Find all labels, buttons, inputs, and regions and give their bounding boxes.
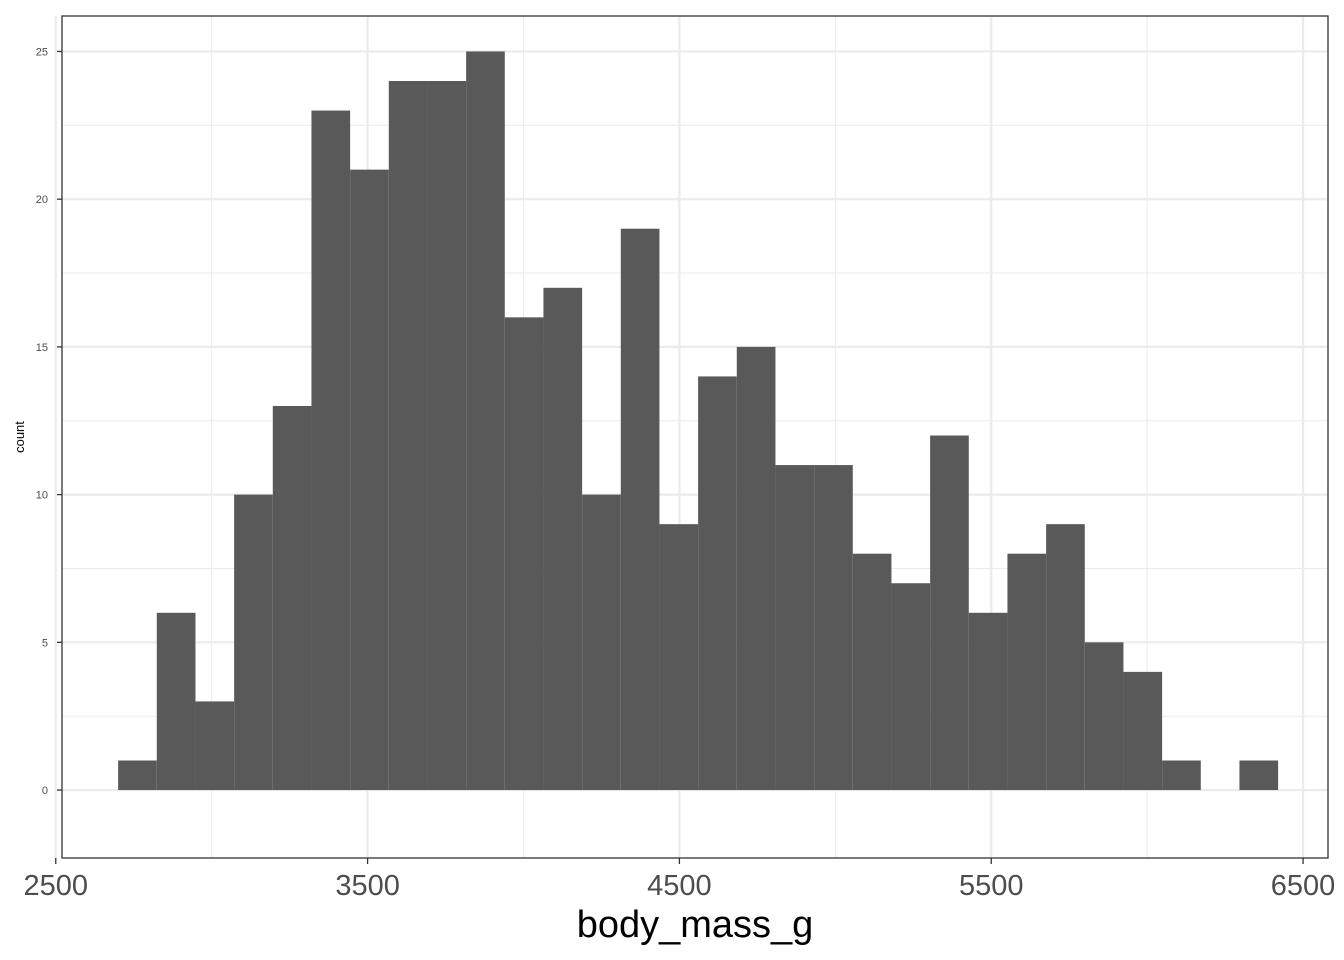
histogram-bar xyxy=(543,287,583,791)
x-tick-label: 2500 xyxy=(24,870,89,902)
histogram-bar xyxy=(814,465,853,791)
histogram-bar xyxy=(466,51,505,791)
histogram-bar xyxy=(1123,671,1163,791)
histogram-bar xyxy=(156,612,196,791)
y-tick-label: 5 xyxy=(42,637,48,649)
histogram-bar xyxy=(1007,553,1047,791)
histogram-bar xyxy=(504,317,544,791)
histogram-bar xyxy=(234,494,273,791)
histogram-bar xyxy=(698,376,737,791)
histogram-bar xyxy=(350,169,389,791)
x-tick-label: 5500 xyxy=(959,870,1024,902)
histogram-bar xyxy=(891,583,931,791)
plot-panel-border xyxy=(61,15,1329,859)
histogram-bar xyxy=(388,80,428,791)
histogram-bar xyxy=(1239,760,1279,791)
x-tick-label: 6500 xyxy=(1271,870,1336,902)
histogram-bar xyxy=(968,612,1008,791)
histogram-bar xyxy=(620,228,660,791)
histogram-bar xyxy=(736,346,776,791)
histogram-bar xyxy=(1084,642,1124,791)
histogram-bar xyxy=(659,524,699,791)
histogram-bar xyxy=(582,494,621,791)
y-tick-label: 20 xyxy=(36,194,48,206)
x-tick-label: 4500 xyxy=(647,870,712,902)
y-axis: 0 5 10 15 20 25 xyxy=(36,46,62,797)
y-tick-label: 10 xyxy=(36,490,48,502)
x-axis-title: body_mass_g xyxy=(577,904,814,946)
histogram-bar xyxy=(427,80,467,791)
histogram-bar xyxy=(118,760,157,791)
histogram-bar xyxy=(1046,524,1085,791)
histogram-bar xyxy=(195,701,235,791)
x-tick-label: 3500 xyxy=(335,870,400,902)
y-tick-label: 25 xyxy=(36,46,48,58)
y-axis-title: count xyxy=(12,421,27,453)
histogram-bar xyxy=(272,405,312,791)
histogram-bars xyxy=(118,51,1279,791)
x-axis: 2500 3500 4500 5500 6500 xyxy=(24,858,1336,902)
histogram-bar xyxy=(930,435,969,791)
y-tick-label: 15 xyxy=(36,342,48,354)
y-tick-label: 0 xyxy=(42,785,48,797)
histogram-bar xyxy=(775,465,815,791)
histogram-bar xyxy=(311,110,351,791)
histogram-bar xyxy=(1162,760,1201,791)
histogram-bar xyxy=(852,553,892,791)
